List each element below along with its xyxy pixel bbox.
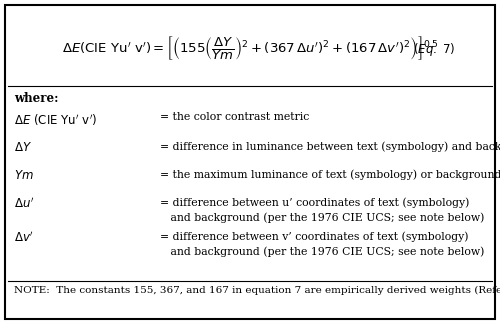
- Text: $Ym$: $Ym$: [14, 169, 34, 182]
- Text: $(Eq.\ 7)$: $(Eq.\ 7)$: [412, 41, 455, 58]
- Text: = difference between v’ coordinates of text (symbology)
   and background (per t: = difference between v’ coordinates of t…: [160, 231, 484, 257]
- Text: = difference in luminance between text (symbology) and background: = difference in luminance between text (…: [160, 141, 500, 152]
- Text: $\Delta Y$: $\Delta Y$: [14, 141, 32, 154]
- Text: $\Delta u'$: $\Delta u'$: [14, 197, 34, 212]
- Text: NOTE:  The constants 155, 367, and 167 in equation 7 are empirically derived wei: NOTE: The constants 155, 367, and 167 in…: [14, 286, 500, 295]
- Text: where:: where:: [14, 92, 59, 105]
- Text: = the color contrast metric: = the color contrast metric: [160, 112, 309, 122]
- Text: = the maximum luminance of text (symbology) or background: = the maximum luminance of text (symbolo…: [160, 169, 500, 179]
- Text: = difference between u’ coordinates of text (symbology)
   and background (per t: = difference between u’ coordinates of t…: [160, 197, 484, 223]
- Text: $\Delta v'$: $\Delta v'$: [14, 231, 34, 246]
- Text: $\Delta E(\mathrm{CIE\ Yu'\ v'}) = \left[\left(155\left(\dfrac{\Delta Y}{Ym}\rig: $\Delta E(\mathrm{CIE\ Yu'\ v'}) = \left…: [62, 34, 438, 62]
- Text: $\Delta E\ (\mathrm{CIE\ Yu'\ v'})$: $\Delta E\ (\mathrm{CIE\ Yu'\ v'})$: [14, 112, 98, 128]
